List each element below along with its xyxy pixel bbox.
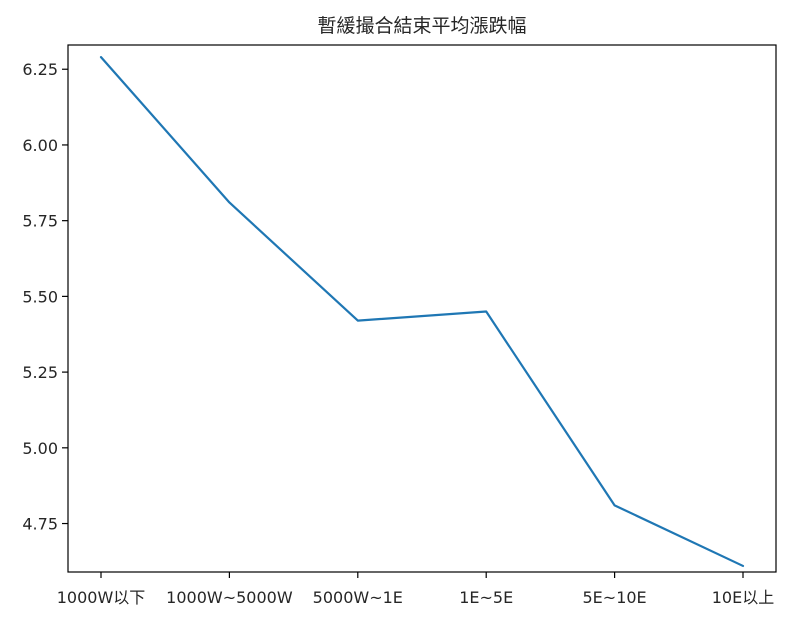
y-tick-label: 4.75 xyxy=(22,515,58,534)
x-axis: 1000W以下 1000W~5000W 5000W~1E 1E~5E 5E~10E 10E… xyxy=(57,572,775,607)
plot-frame xyxy=(68,45,776,572)
series-layer xyxy=(101,57,743,566)
x-tick-label: 10E以上 xyxy=(712,588,774,607)
y-axis: 4.75 5.00 5.25 5.50 5.75 6.00 6.25 xyxy=(22,60,68,533)
chart-title: 暫緩撮合結束平均漲跌幅 xyxy=(317,15,526,37)
y-tick-label: 5.25 xyxy=(22,363,58,382)
y-tick-label: 6.00 xyxy=(22,136,58,155)
series-line xyxy=(101,57,743,566)
x-tick-label: 1000W~5000W xyxy=(166,588,293,607)
x-tick-label: 5000W~1E xyxy=(313,588,403,607)
x-tick-label: 1000W以下 xyxy=(57,588,146,607)
y-tick-label: 5.50 xyxy=(22,287,58,306)
x-tick-label: 5E~10E xyxy=(583,588,647,607)
y-tick-label: 6.25 xyxy=(22,60,58,79)
y-tick-label: 5.00 xyxy=(22,439,58,458)
y-tick-label: 5.75 xyxy=(22,212,58,231)
x-tick-label: 1E~5E xyxy=(459,588,513,607)
